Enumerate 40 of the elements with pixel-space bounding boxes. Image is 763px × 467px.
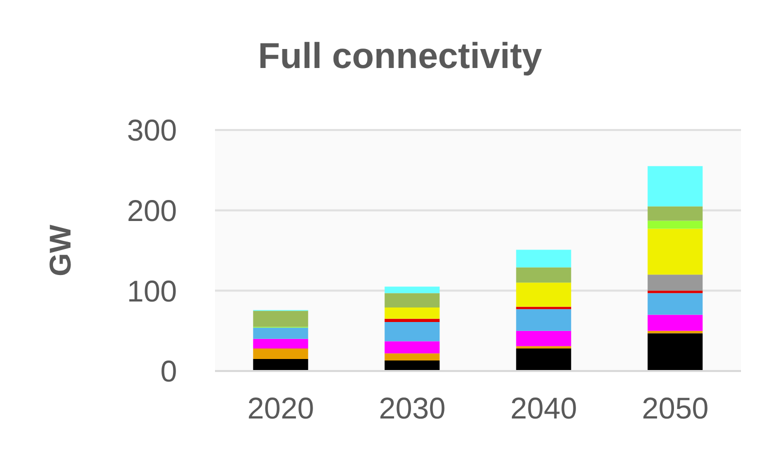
y-tick-label: 200	[126, 194, 177, 228]
bar	[648, 228, 703, 275]
bar	[253, 338, 308, 349]
bar	[648, 220, 703, 229]
bar	[253, 348, 308, 359]
x-tick-label: 2050	[642, 392, 709, 426]
bar	[648, 290, 703, 294]
y-tick-label: 0	[160, 356, 177, 389]
bar	[384, 293, 440, 308]
bar	[384, 308, 440, 319]
bar	[384, 318, 440, 322]
bar	[384, 360, 440, 371]
bar	[648, 274, 703, 291]
bar	[516, 282, 572, 307]
bar	[384, 322, 440, 342]
y-axis-title: GW	[44, 224, 78, 276]
bar	[516, 348, 572, 371]
bar	[516, 346, 572, 349]
bar	[516, 306, 572, 310]
bar	[516, 309, 572, 331]
bar	[384, 353, 440, 361]
bar	[648, 314, 703, 331]
chart-title: Full connectivity	[256, 35, 544, 77]
bar	[648, 206, 703, 221]
y-tick-label: 300	[126, 114, 177, 148]
bar	[516, 250, 572, 268]
bar	[253, 310, 308, 327]
bar	[384, 341, 440, 354]
bar	[648, 293, 703, 315]
x-tick-label: 2020	[247, 392, 314, 426]
bar	[384, 286, 440, 294]
y-tick-label: 100	[126, 275, 177, 308]
bar	[648, 166, 703, 206]
bar	[516, 330, 572, 346]
bar	[253, 328, 308, 339]
bar	[253, 358, 308, 371]
x-tick-label: 2040	[510, 392, 578, 426]
bar	[516, 267, 572, 283]
bar	[648, 333, 703, 371]
x-tick-label: 2030	[378, 392, 446, 426]
